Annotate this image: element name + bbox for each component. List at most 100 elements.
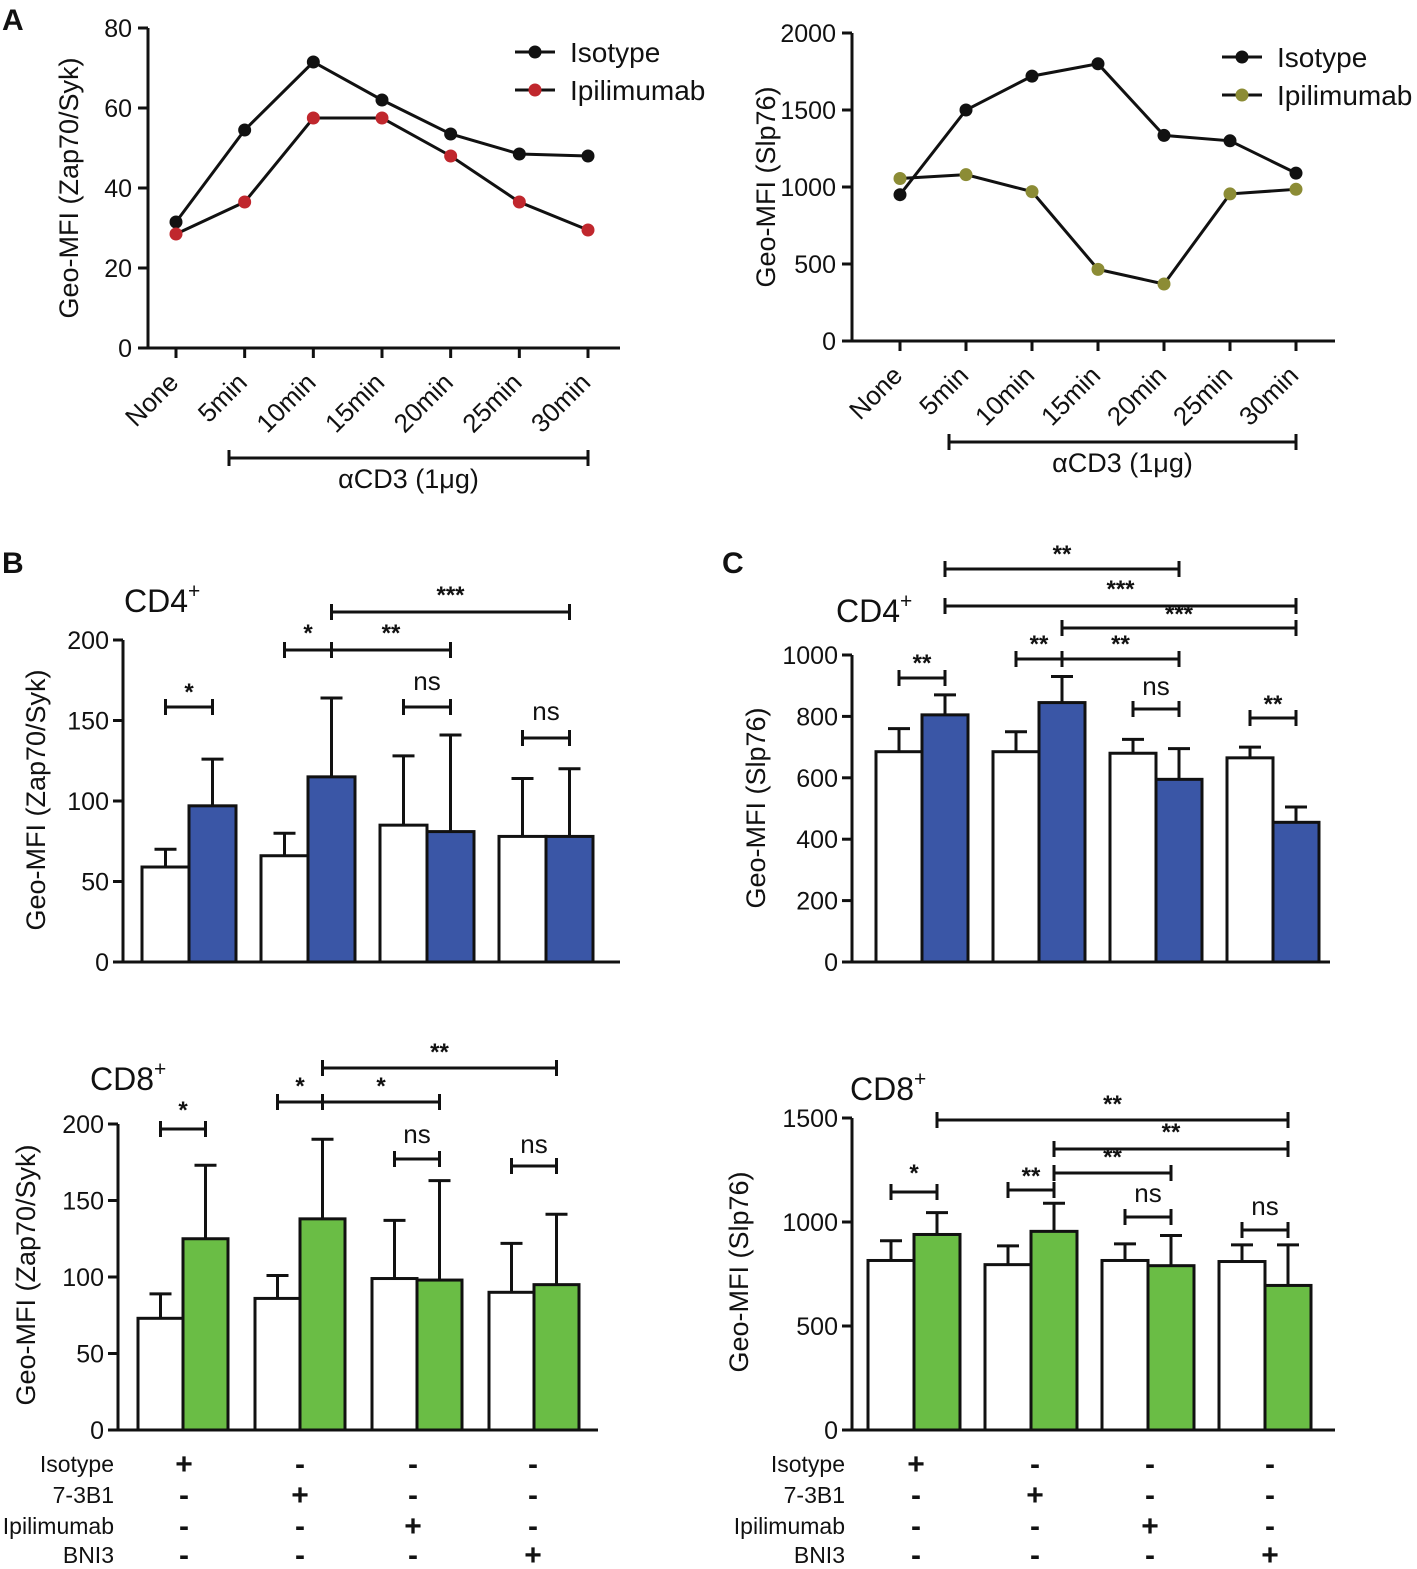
treatment-label: 7-3B1 (784, 1482, 845, 1508)
treatment-sign: - (1030, 1539, 1040, 1569)
chart-title-text: CD8 (850, 1071, 914, 1107)
treatment-sign: - (1145, 1479, 1155, 1512)
panel-letter-b: B (2, 547, 24, 580)
significance-label: ns (413, 666, 440, 696)
bar-stim (912, 1232, 962, 1432)
legend-entry: Isotype (570, 37, 660, 68)
y-tick-label: 500 (796, 1313, 838, 1341)
chart-title-superscript: + (188, 580, 200, 603)
data-point-ipilimumab (169, 227, 183, 241)
x-tick-label: 30min (1233, 360, 1304, 431)
bar-unstim (487, 1290, 536, 1432)
significance-label: * (303, 620, 313, 647)
treatment-sign: + (1026, 1479, 1044, 1512)
treatment-sign: - (528, 1479, 538, 1512)
significance-label: * (184, 679, 194, 706)
stim-label: αCD3 (1μg) (338, 464, 479, 494)
significance-label: ** (1162, 1119, 1181, 1146)
panel-letter-a: A (2, 4, 24, 37)
chart-title-superscript: + (154, 1058, 166, 1081)
bar-unstim (253, 1296, 302, 1432)
data-point-ipilimumab (375, 111, 389, 125)
legend-entry: Isotype (1277, 42, 1367, 73)
data-point-ipilimumab (1025, 185, 1039, 199)
treatment-sign: - (1030, 1510, 1040, 1543)
y-tick-label: 0 (824, 949, 838, 977)
treatment-sign: + (175, 1448, 193, 1481)
data-point-isotype (581, 149, 595, 163)
treatment-sign: - (1145, 1448, 1155, 1481)
y-axis-label: Geo-MFI (Zap70/Syk) (54, 57, 84, 318)
treatment-sign: - (1030, 1448, 1040, 1481)
data-point-isotype (1025, 69, 1039, 83)
significance-label: * (909, 1160, 919, 1187)
treatment-sign: - (408, 1448, 418, 1481)
y-tick-label: 1000 (782, 642, 838, 670)
bar-stim (425, 830, 476, 964)
treatment-sign: - (1265, 1510, 1275, 1543)
data-point-ipilimumab (959, 168, 973, 182)
y-tick-label: 0 (824, 1417, 838, 1445)
y-axis-label: Geo-MFI (Slp76) (751, 86, 781, 287)
line-chart-A1: 0 20 40 60 80 None 5min10min15min20min25min30m… (54, 15, 705, 494)
y-tick-label: 0 (822, 328, 836, 356)
series-line-ipilimumab (175, 116, 589, 236)
y-tick-label: 0 (95, 949, 109, 977)
data-point-ipilimumab (893, 172, 907, 186)
data-point-ipilimumab (512, 195, 526, 209)
y-tick-label: 40 (104, 175, 132, 203)
series-line-isotype (174, 60, 589, 223)
legend-marker (528, 45, 542, 59)
data-point-isotype (306, 55, 320, 69)
bar-stim (181, 1237, 230, 1432)
y-tick-label: 2000 (780, 20, 836, 48)
significance-label: *** (436, 582, 465, 609)
treatment-label: Ipilimumab (734, 1513, 845, 1539)
data-point-isotype (1223, 134, 1237, 148)
bar-unstim (140, 865, 191, 964)
data-point-ipilimumab (1157, 277, 1171, 291)
treatment-table-b: Isotype + - - -7-3B1- + - -Ipilimumab - - + -BNI3- -… (3, 1448, 542, 1569)
significance-label: ns (520, 1129, 547, 1159)
bar-unstim (370, 1277, 419, 1432)
y-tick-label: 200 (67, 627, 109, 655)
data-point-ipilimumab (1223, 187, 1237, 201)
data-point-isotype (1157, 128, 1171, 142)
bar-unstim (991, 750, 1041, 964)
significance-label: ** (1022, 1163, 1041, 1190)
bar-stim (415, 1278, 464, 1432)
treatment-sign: - (528, 1510, 538, 1543)
bar-unstim (874, 750, 924, 964)
y-tick-label: 20 (104, 255, 132, 283)
treatment-label: Isotype (771, 1451, 845, 1477)
chart-title-superscript: + (900, 590, 912, 613)
legend-entry: Ipilimumab (570, 75, 705, 106)
data-point-isotype (512, 147, 526, 161)
x-tick-label: 10min (250, 367, 321, 438)
bar-unstim (866, 1258, 916, 1432)
significance-label: ** (430, 1039, 449, 1066)
treatment-label: Isotype (40, 1451, 114, 1477)
treatment-sign: + (291, 1479, 309, 1512)
bar-stim (532, 1283, 581, 1432)
bar-unstim (378, 823, 429, 964)
treatment-sign: - (179, 1479, 189, 1512)
chart-title-text: CD8 (90, 1061, 154, 1097)
legend-marker (528, 83, 542, 97)
treatment-label: BNI3 (794, 1542, 845, 1568)
x-tick-label: None (119, 367, 184, 432)
y-axis-label: Geo-MFI (Zap70/Syk) (21, 669, 51, 930)
treatment-sign: + (524, 1539, 542, 1569)
x-tick-label: 5min (192, 367, 253, 428)
y-tick-label: 200 (796, 888, 838, 916)
bar-stim (187, 804, 238, 964)
y-tick-label: 100 (62, 1264, 104, 1292)
chart-title: CD4+ (124, 580, 200, 619)
treatment-sign: - (179, 1510, 189, 1543)
significance-label: *** (1165, 601, 1194, 628)
significance-label: ns (1134, 1178, 1161, 1208)
treatment-sign: - (179, 1539, 189, 1569)
